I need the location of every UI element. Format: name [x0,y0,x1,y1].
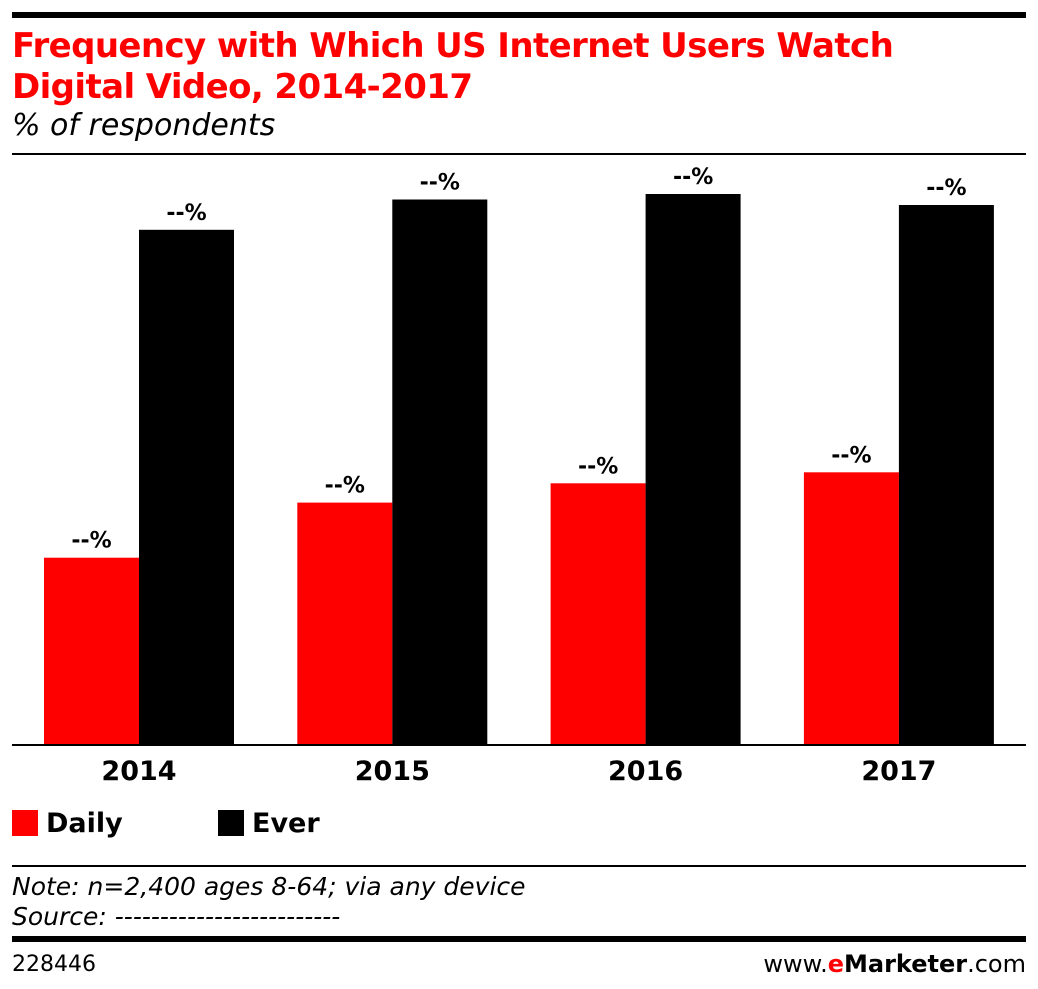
chart-title: Frequency with Which US Internet Users W… [12,26,894,107]
brand-prefix: www. [763,950,828,978]
bar-daily-2015 [297,502,393,745]
x-tick-label-2014: 2014 [101,756,176,787]
daily-swatch [12,810,38,836]
data-labels-group: --% --% --% --% --% --% --% --% [71,165,966,554]
bar-ever-2016 [645,194,741,745]
data-label-daily-2014: --% [71,529,111,554]
note-rule [12,865,1026,867]
bar-ever-2014 [139,229,234,746]
bar-daily-2014 [44,557,139,745]
bar-daily-2016 [550,483,646,745]
bar-ever-2017 [898,205,994,745]
data-label-ever-2015: --% [420,171,460,196]
x-tick-label-2015: 2015 [355,756,430,787]
data-label-daily-2017: --% [831,443,871,468]
legend-label-ever: Ever [252,807,320,839]
data-label-ever-2014: --% [166,201,206,226]
x-tick-labels-group: 2014 2015 2016 2017 [101,756,936,787]
legend-item-daily: Daily [12,806,123,840]
legend-item-ever: Ever [218,806,320,840]
data-label-daily-2015: --% [325,474,365,499]
top-rule [12,12,1026,18]
chart-id: 228446 [12,952,96,977]
chart-note: Note: n=2,400 ages 8-64; via any device [12,872,526,901]
ever-swatch [218,810,244,836]
data-label-daily-2016: --% [578,454,618,479]
brand-link[interactable]: www.eMarketer.com [763,950,1026,978]
data-label-ever-2016: --% [673,165,713,190]
bar-daily-2017 [803,472,899,745]
x-tick-label-2016: 2016 [608,756,683,787]
chart-subtitle: % of respondents [12,108,276,143]
brand-e: e [827,950,845,978]
header-rule [12,153,1026,155]
legend-label-daily: Daily [46,807,123,839]
chart-source: Source: ------------------------- [12,902,341,931]
bars-group [44,194,994,746]
brand-name: Marketer [844,950,968,978]
data-label-ever-2017: --% [926,176,966,201]
footer-rule [12,936,1026,942]
brand-suffix: .com [967,950,1026,978]
bar-chart: --%--%--%--%--%--%--%--% 2014 2015 2016 201… [12,165,1026,787]
x-tick-label-2017: 2017 [861,756,936,787]
bar-ever-2015 [392,199,488,745]
